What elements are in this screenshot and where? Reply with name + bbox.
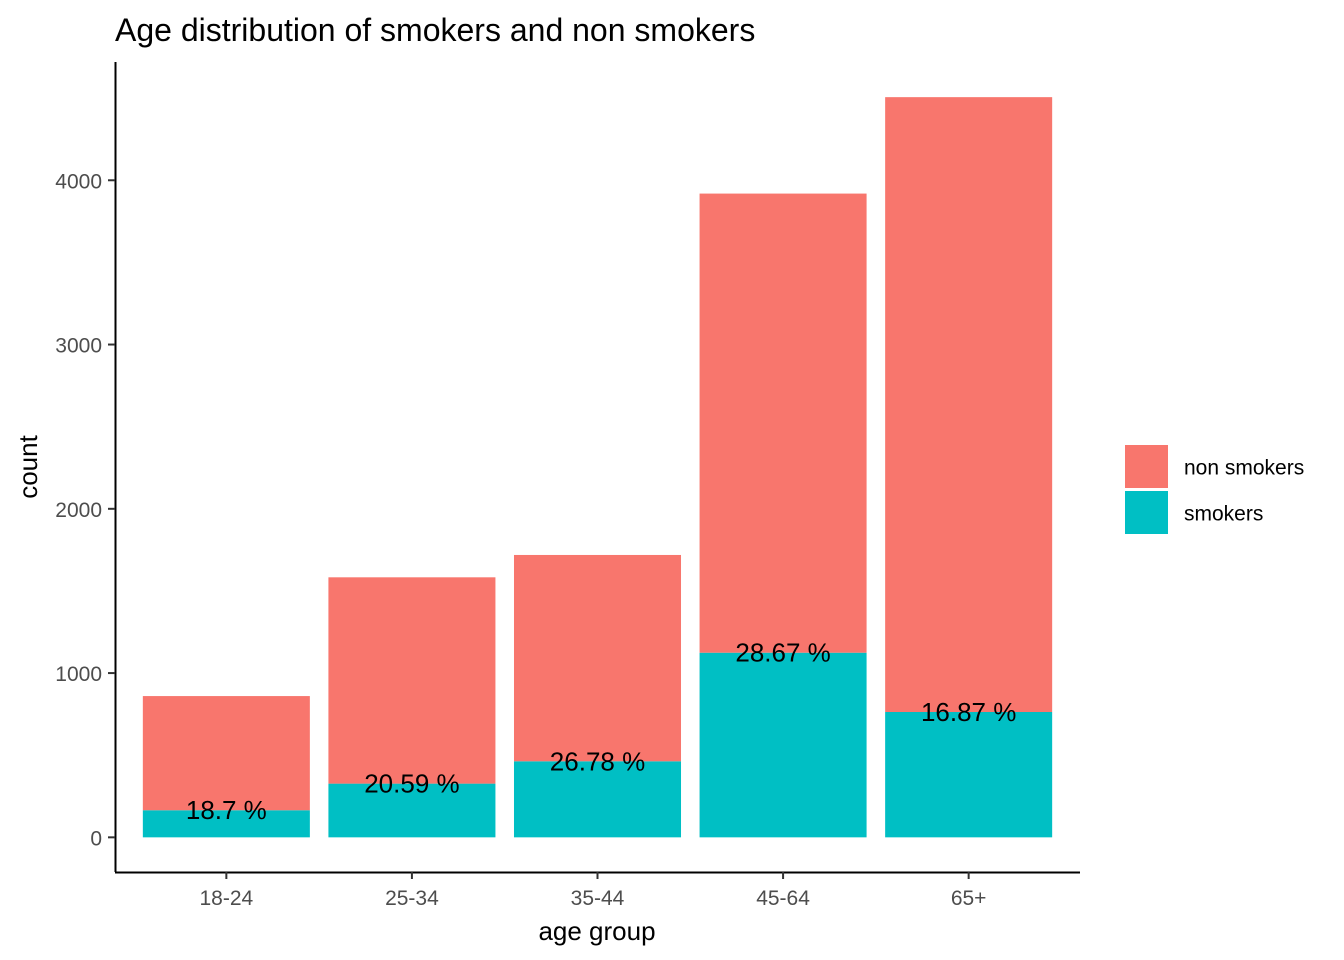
- bar-smokers-65+: [885, 712, 1053, 838]
- data-label-18-24: 18.7 %: [186, 795, 267, 825]
- x-tick-label: 35-44: [571, 887, 625, 910]
- bar-non-smokers-18-24: [142, 696, 310, 811]
- y-axis-ticks: 0 1000 2000 3000 4000: [55, 170, 115, 850]
- y-tick-label: 3000: [55, 335, 102, 358]
- y-tick-label: 1000: [55, 663, 102, 686]
- bar-smokers-25-34: [328, 783, 496, 838]
- x-tick-label: 25-34: [385, 887, 439, 910]
- bar-smokers-45-64: [699, 652, 867, 838]
- legend-key-non-smokers: [1125, 445, 1168, 488]
- bar-non-smokers-25-34: [328, 577, 496, 784]
- x-axis-ticks: 18-24 25-34 35-44 45-64 65+: [199, 872, 986, 910]
- y-tick-label: 0: [90, 827, 102, 850]
- x-tick-label: 18-24: [199, 887, 253, 910]
- legend-label-non-smokers: non smokers: [1184, 457, 1304, 480]
- bar-non-smokers-35-44: [513, 554, 682, 762]
- y-tick-label: 2000: [55, 499, 102, 522]
- bar-non-smokers-45-64: [699, 193, 867, 653]
- y-tick-label: 4000: [55, 170, 102, 193]
- data-label-35-44: 26.78 %: [550, 746, 645, 776]
- data-label-45-64: 28.67 %: [735, 638, 830, 668]
- data-label-65+: 16.87 %: [921, 697, 1016, 727]
- legend-label-smokers: smokers: [1184, 503, 1263, 526]
- legend: non smokers smokers: [1125, 445, 1304, 534]
- y-axis-title: count: [13, 434, 43, 498]
- bar-non-smokers-65+: [885, 97, 1053, 713]
- data-label-25-34: 20.59 %: [364, 769, 459, 799]
- x-tick-label: 45-64: [756, 887, 810, 910]
- data-labels-layer: 18.7 % 20.59 % 26.78 % 28.67 % 16.87 %: [186, 638, 1016, 826]
- legend-key-smokers: [1125, 491, 1168, 534]
- bars-layer: [142, 97, 1053, 838]
- bar-smokers-35-44: [513, 761, 682, 838]
- x-axis-title: age group: [538, 916, 655, 946]
- x-tick-label: 65+: [951, 887, 987, 910]
- bar-smokers-18-24: [142, 810, 310, 838]
- chart-title: Age distribution of smokers and non smok…: [115, 12, 755, 48]
